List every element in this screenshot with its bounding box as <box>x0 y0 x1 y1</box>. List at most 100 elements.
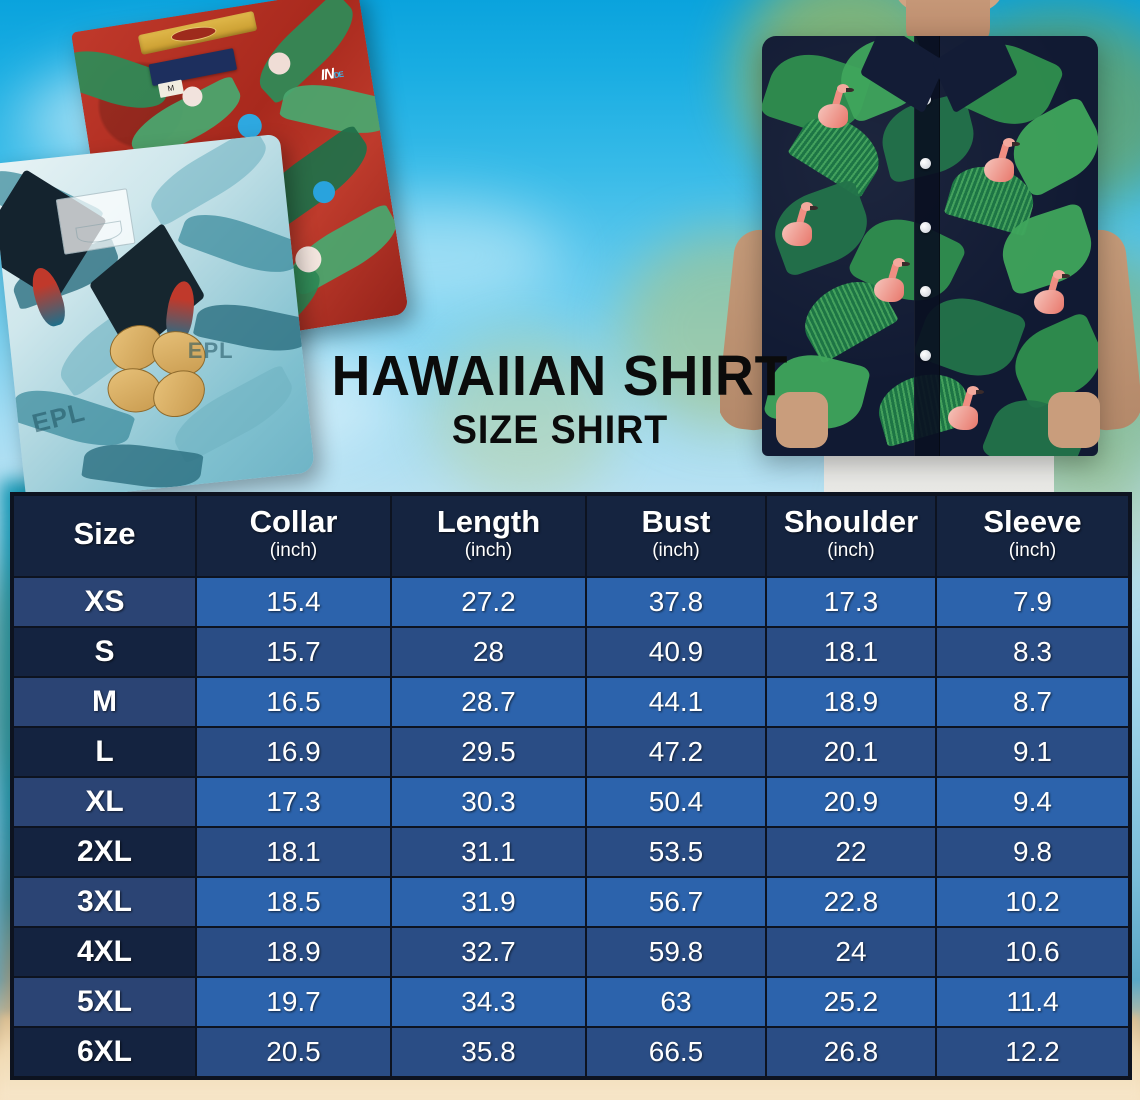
cell-size: 6XL <box>12 1026 197 1078</box>
table-row: M 16.5 28.7 44.1 18.9 8.7 <box>12 676 1130 728</box>
cell-size: 3XL <box>12 876 197 928</box>
cell-collar: 15.7 <box>195 626 392 678</box>
flamingo-motif <box>984 138 1020 190</box>
shirt-button <box>920 158 931 169</box>
palm-foliage-blur <box>430 330 620 500</box>
cell-sleeve: 10.2 <box>935 876 1130 928</box>
title-block: HAWAIIAN SHIRT SIZE SHIRT <box>310 344 810 452</box>
column-header-collar: Collar (inch) <box>195 494 392 578</box>
cell-sleeve: 11.4 <box>935 976 1130 1028</box>
cell-shoulder: 26.8 <box>765 1026 937 1078</box>
flamingo-motif <box>782 202 818 254</box>
cell-collar: 17.3 <box>195 776 392 828</box>
flamingo-motif <box>1034 270 1070 322</box>
shirt-watermark: EPL <box>187 338 234 364</box>
hibiscus-motif <box>101 316 219 429</box>
page-subtitle: SIZE SHIRT <box>451 408 669 452</box>
table-row: 5XL 19.7 34.3 63 25.2 11.4 <box>12 976 1130 1028</box>
shirt-button <box>920 286 931 297</box>
flamingo-motif <box>818 84 854 136</box>
cell-size: XL <box>12 776 197 828</box>
cell-bust: 66.5 <box>585 1026 767 1078</box>
cell-bust: 63 <box>585 976 767 1028</box>
cell-collar: 18.9 <box>195 926 392 978</box>
shirt-chest-pocket <box>55 188 136 255</box>
cell-collar: 20.5 <box>195 1026 392 1078</box>
page-title: HAWAIIAN SHIRT <box>331 344 789 408</box>
column-header-bust: Bust (inch) <box>585 494 767 578</box>
cell-shoulder: 22.8 <box>765 876 937 928</box>
cell-collar: 18.5 <box>195 876 392 928</box>
cell-shoulder: 20.1 <box>765 726 937 778</box>
cell-sleeve: 9.1 <box>935 726 1130 778</box>
model-photo <box>720 0 1140 500</box>
cell-bust: 37.8 <box>585 576 767 628</box>
cell-sleeve: 8.7 <box>935 676 1130 728</box>
cell-sleeve: 7.9 <box>935 576 1130 628</box>
table-row: L 16.9 29.5 47.2 20.1 9.1 <box>12 726 1130 778</box>
cell-length: 30.3 <box>390 776 587 828</box>
flamingo-motif <box>874 258 910 310</box>
cell-size: XS <box>12 576 197 628</box>
cell-size: 2XL <box>12 826 197 878</box>
cell-length: 32.7 <box>390 926 587 978</box>
table-row: 3XL 18.5 31.9 56.7 22.8 10.2 <box>12 876 1130 928</box>
shirt-sleeve-logo: INDE <box>319 65 344 85</box>
cell-length: 31.9 <box>390 876 587 928</box>
cell-length: 28.7 <box>390 676 587 728</box>
shirt-button <box>920 222 931 233</box>
cell-size: L <box>12 726 197 778</box>
cell-collar: 15.4 <box>195 576 392 628</box>
blue-hawaiian-shirt: EPL EPL <box>0 133 315 503</box>
cell-bust: 59.8 <box>585 926 767 978</box>
cell-bust: 47.2 <box>585 726 767 778</box>
cell-length: 27.2 <box>390 576 587 628</box>
cell-bust: 44.1 <box>585 676 767 728</box>
cell-shoulder: 24 <box>765 926 937 978</box>
cell-length: 31.1 <box>390 826 587 878</box>
cell-collar: 16.5 <box>195 676 392 728</box>
shirt-collar-size-label: M <box>157 79 185 98</box>
cell-size: 5XL <box>12 976 197 1028</box>
cell-size: S <box>12 626 197 678</box>
table-row: S 15.7 28 40.9 18.1 8.3 <box>12 626 1130 678</box>
cell-collar: 18.1 <box>195 826 392 878</box>
cell-size: 4XL <box>12 926 197 978</box>
table-header-row: Size Collar (inch) Length (inch) Bust (i… <box>12 494 1130 578</box>
table-row: 6XL 20.5 35.8 66.5 26.8 12.2 <box>12 1026 1130 1078</box>
navy-flamingo-shirt <box>762 36 1098 456</box>
cell-bust: 50.4 <box>585 776 767 828</box>
column-header-sleeve: Sleeve (inch) <box>935 494 1130 578</box>
cell-length: 34.3 <box>390 976 587 1028</box>
cell-shoulder: 17.3 <box>765 576 937 628</box>
cell-sleeve: 9.8 <box>935 826 1130 878</box>
cell-shoulder: 18.1 <box>765 626 937 678</box>
table-row: 2XL 18.1 31.1 53.5 22 9.8 <box>12 826 1130 878</box>
cell-collar: 19.7 <box>195 976 392 1028</box>
cell-size: M <box>12 676 197 728</box>
flamingo-motif <box>948 386 984 438</box>
table-row: 4XL 18.9 32.7 59.8 24 10.6 <box>12 926 1130 978</box>
cell-sleeve: 10.6 <box>935 926 1130 978</box>
cell-shoulder: 18.9 <box>765 676 937 728</box>
model-right-hand <box>1048 392 1100 448</box>
cell-sleeve: 9.4 <box>935 776 1130 828</box>
cell-bust: 53.5 <box>585 826 767 878</box>
table-row: XS 15.4 27.2 37.8 17.3 7.9 <box>12 576 1130 628</box>
cell-sleeve: 12.2 <box>935 1026 1130 1078</box>
cell-bust: 40.9 <box>585 626 767 678</box>
cell-shoulder: 22 <box>765 826 937 878</box>
shirt-button <box>920 350 931 361</box>
cell-length: 29.5 <box>390 726 587 778</box>
column-header-size: Size <box>12 494 197 578</box>
cell-length: 35.8 <box>390 1026 587 1078</box>
cell-shoulder: 20.9 <box>765 776 937 828</box>
cell-shoulder: 25.2 <box>765 976 937 1028</box>
size-chart-table: Size Collar (inch) Length (inch) Bust (i… <box>12 494 1130 1078</box>
cell-bust: 56.7 <box>585 876 767 928</box>
column-header-length: Length (inch) <box>390 494 587 578</box>
model-left-hand <box>776 392 828 448</box>
cell-length: 28 <box>390 626 587 678</box>
column-header-shoulder: Shoulder (inch) <box>765 494 937 578</box>
cell-collar: 16.9 <box>195 726 392 778</box>
